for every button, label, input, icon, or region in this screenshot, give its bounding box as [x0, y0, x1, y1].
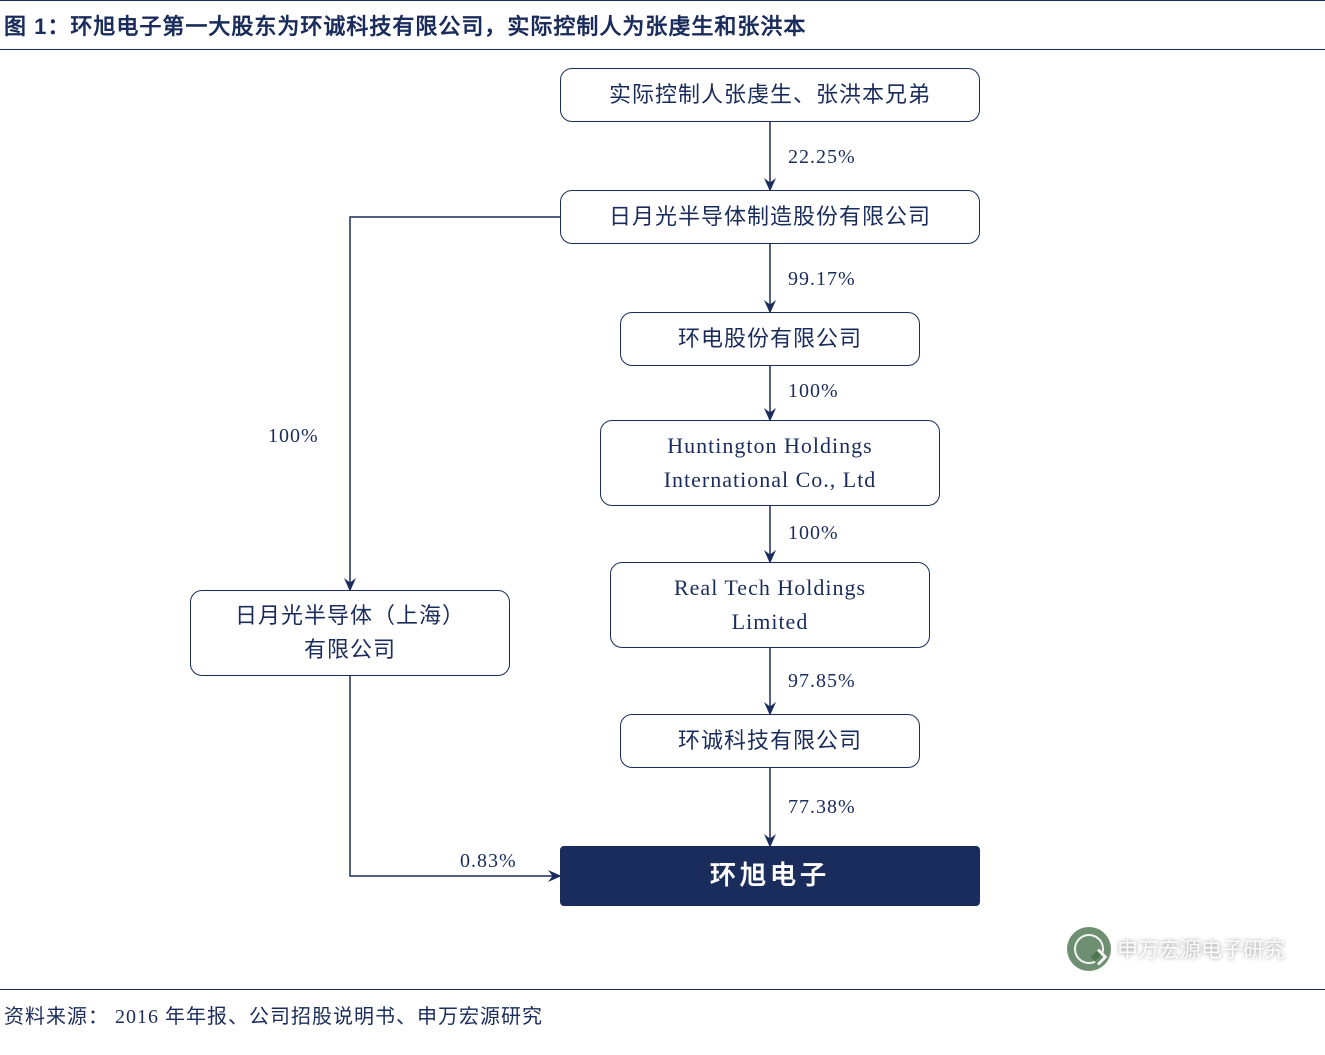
- node-ase-semiconductor: 日月光半导体制造股份有限公司: [560, 190, 980, 244]
- node-huandian: 环电股份有限公司: [620, 312, 920, 366]
- figure-container: 图 1：环旭电子第一大股东为环诚科技有限公司，实际控制人为张虔生和张洪本 实际控…: [0, 0, 1325, 1039]
- edge-label-2: 100%: [788, 380, 839, 403]
- watermark-text: 申万宏源电子研究: [1117, 934, 1285, 964]
- edge-label-5: 77.38%: [788, 796, 856, 819]
- edge-label-3: 100%: [788, 522, 839, 545]
- figure-source: 资料来源： 2016 年年报、公司招股说明书、申万宏源研究: [0, 990, 1325, 1039]
- node-ase-shanghai: 日月光半导体（上海） 有限公司: [190, 590, 510, 676]
- wechat-watermark: 申万宏源电子研究: [1067, 927, 1285, 971]
- edge-label-0: 22.25%: [788, 146, 856, 169]
- node-huancheng-tech: 环诚科技有限公司: [620, 714, 920, 768]
- node-actual-controller: 实际控制人张虔生、张洪本兄弟: [560, 68, 980, 122]
- ownership-diagram: 实际控制人张虔生、张洪本兄弟 日月光半导体制造股份有限公司 环电股份有限公司 H…: [0, 50, 1325, 990]
- edge-label-4: 97.85%: [788, 670, 856, 693]
- node-huanxu-electronics: 环旭电子: [560, 846, 980, 906]
- wechat-icon: [1067, 927, 1111, 971]
- edge-label-6: 100%: [268, 425, 319, 448]
- edge-label-1: 99.17%: [788, 268, 856, 291]
- node-realtech: Real Tech Holdings Limited: [610, 562, 930, 648]
- edge-label-7: 0.83%: [460, 850, 517, 873]
- node-huntington: Huntington Holdings International Co., L…: [600, 420, 940, 506]
- figure-title: 图 1：环旭电子第一大股东为环诚科技有限公司，实际控制人为张虔生和张洪本: [0, 0, 1325, 50]
